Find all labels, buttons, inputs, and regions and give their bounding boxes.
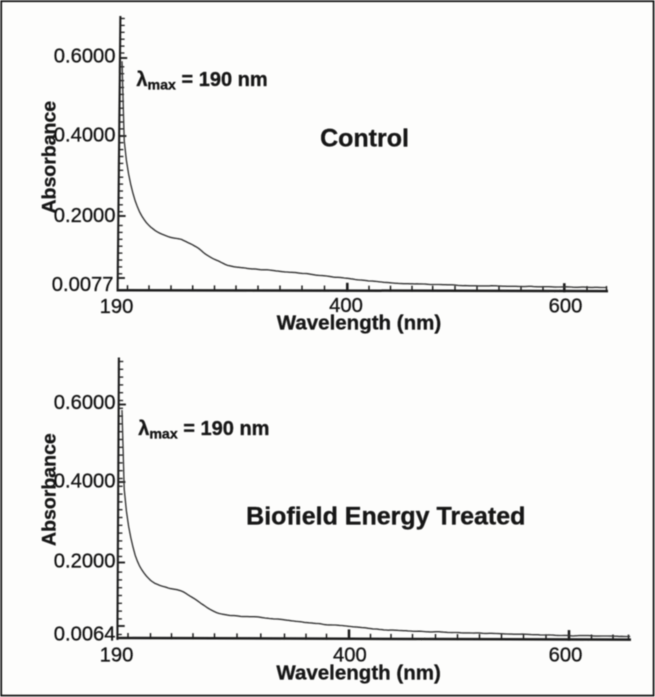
svg-text:λmax = 190 nm: λmax = 190 nm [136, 69, 267, 93]
svg-text:190: 190 [100, 644, 134, 666]
svg-text:0.4000: 0.4000 [54, 125, 116, 147]
svg-text:0.6000: 0.6000 [54, 45, 116, 67]
svg-text:Control: Control [320, 124, 409, 152]
svg-text:0.4000: 0.4000 [54, 470, 116, 492]
svg-text:Wavelength (nm): Wavelength (nm) [276, 662, 440, 685]
svg-text:400: 400 [333, 644, 367, 666]
svg-text:0.0064: 0.0064 [54, 623, 116, 645]
svg-text:190: 190 [100, 296, 134, 318]
svg-text:0.6000: 0.6000 [54, 392, 116, 414]
svg-text:600: 600 [549, 644, 583, 666]
svg-text:0.2000: 0.2000 [54, 205, 116, 227]
svg-text:0.0077: 0.0077 [52, 274, 114, 296]
svg-text:Wavelength (nm): Wavelength (nm) [277, 311, 441, 334]
svg-text:0.2000: 0.2000 [54, 550, 116, 572]
svg-text:Biofield Energy Treated: Biofield Energy Treated [246, 502, 525, 530]
svg-text:Absorbance: Absorbance [38, 433, 60, 546]
svg-text:Absorbance: Absorbance [39, 101, 61, 214]
svg-text:400: 400 [329, 295, 363, 317]
svg-text:600: 600 [549, 295, 583, 317]
